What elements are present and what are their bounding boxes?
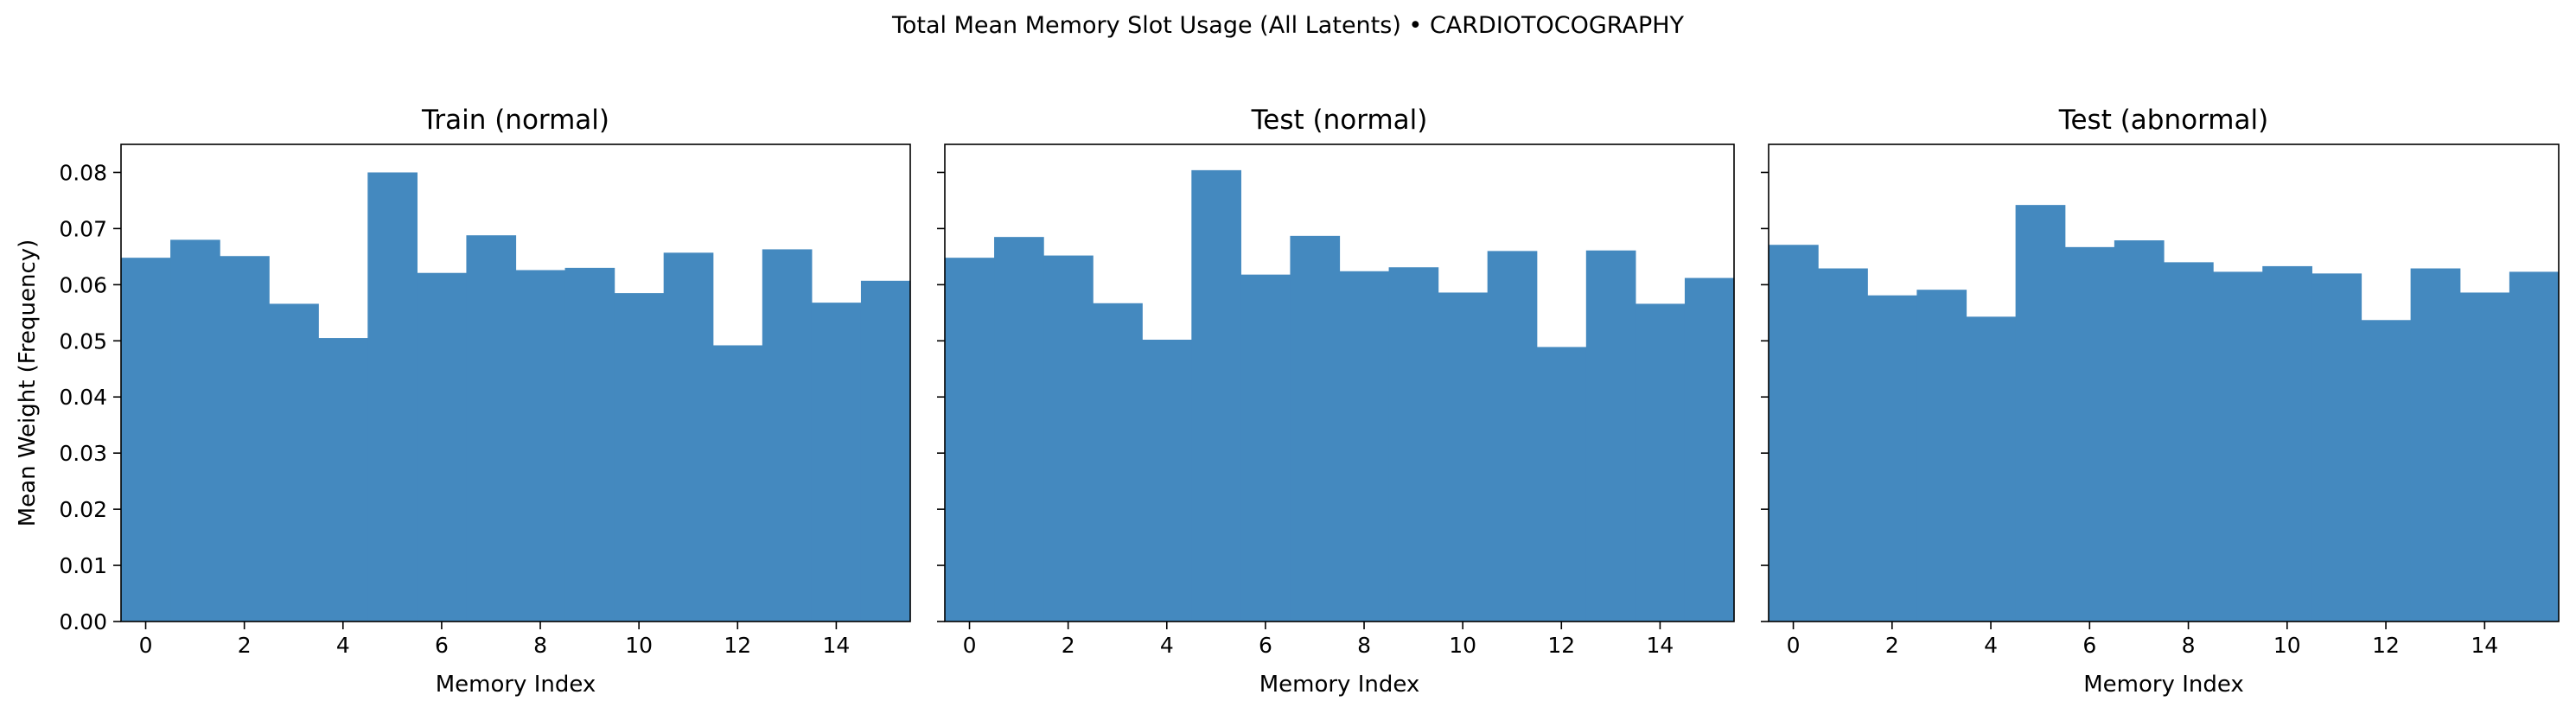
bar-memory-6 — [2064, 246, 2115, 622]
x-tick-label: 14 — [823, 633, 851, 658]
panel-title: Train (normal) — [421, 105, 609, 136]
x-tick-label: 6 — [435, 633, 449, 658]
bar-memory-5 — [1191, 169, 1241, 622]
bar-memory-15 — [2509, 271, 2560, 622]
bar-memory-7 — [1290, 235, 1341, 622]
x-tick-label: 0 — [963, 633, 977, 658]
axes-frame — [1768, 143, 2560, 622]
x-tick-label: 6 — [2082, 633, 2096, 658]
x-tick-label: 8 — [1357, 633, 1371, 658]
chart-panel-2: 0 2 4 6 8 10 12 14 Test (normal) Memory Index — [937, 105, 1735, 698]
bar-memory-11 — [2311, 273, 2362, 622]
y-tick-label: 0.06 — [59, 272, 107, 297]
bar-memory-13 — [762, 249, 813, 622]
x-tick-label: 10 — [1449, 633, 1476, 658]
bar-memory-4 — [318, 338, 368, 622]
bar-memory-1 — [1818, 268, 1868, 622]
bar-memory-1 — [994, 237, 1044, 622]
y-tick-label: 0.00 — [59, 609, 107, 634]
chart-panel-1: 0 2 4 6 8 10 12 14 0.00 0.01 0.02 0.03 0.04 0.05 0.06 0… — [15, 105, 911, 698]
x-tick-label: 10 — [625, 633, 653, 658]
bar-memory-2 — [1043, 255, 1094, 622]
y-tick-label: 0.03 — [59, 441, 107, 466]
x-axis-label: Memory Index — [1259, 672, 1420, 698]
y-tick-label: 0.01 — [59, 553, 107, 578]
x-tick-label: 12 — [2372, 633, 2400, 658]
bar-memory-2 — [220, 256, 270, 622]
bar-memory-1 — [170, 239, 220, 622]
bar-memory-15 — [1684, 277, 1735, 622]
bar-memory-7 — [466, 235, 517, 622]
x-tick-label: 8 — [533, 633, 547, 658]
bar-memory-9 — [564, 267, 615, 622]
bar-memory-0 — [945, 258, 995, 622]
bar-memory-0 — [121, 258, 171, 622]
x-tick-label: 12 — [724, 633, 751, 658]
bar-memory-10 — [2262, 265, 2312, 622]
bar-memory-9 — [2213, 271, 2263, 622]
bar-memory-5 — [367, 172, 418, 622]
bar-memory-0 — [1769, 245, 1819, 622]
bar-memory-13 — [2410, 268, 2461, 622]
x-tick-label: 2 — [238, 633, 252, 658]
axes-frame — [944, 143, 1735, 622]
x-axis-label: Memory Index — [2083, 672, 2244, 698]
bar-memory-5 — [2015, 205, 2066, 622]
bar-memory-12 — [1536, 347, 1587, 622]
y-tick-label: 0.08 — [59, 160, 107, 185]
x-tick-label: 12 — [1547, 633, 1575, 658]
bar-memory-11 — [663, 252, 714, 622]
bar-memory-14 — [811, 303, 862, 622]
y-axis-label: Mean Weight (Frequency) — [15, 239, 41, 527]
chart-panel-3: 0 2 4 6 8 10 12 14 Test (abnormal) Memory Index — [1761, 105, 2560, 698]
bar-memory-7 — [2114, 240, 2165, 622]
bar-memory-13 — [1585, 250, 1636, 622]
x-tick-label: 10 — [2273, 633, 2301, 658]
bar-memory-2 — [1867, 295, 1917, 622]
bar-memory-10 — [614, 293, 665, 622]
bar-memory-9 — [1388, 267, 1439, 622]
y-tick-label: 0.02 — [59, 497, 107, 522]
x-tick-label: 14 — [2471, 633, 2498, 658]
x-tick-label: 14 — [1647, 633, 1674, 658]
bar-memory-14 — [2459, 292, 2510, 622]
x-tick-label: 4 — [1984, 633, 1998, 658]
x-tick-label: 8 — [2182, 633, 2196, 658]
x-tick-label: 2 — [1885, 633, 1899, 658]
bar-memory-3 — [269, 303, 319, 622]
bar-memory-3 — [1093, 303, 1143, 622]
y-tick-label: 0.07 — [59, 216, 107, 241]
x-axis-label: Memory Index — [436, 672, 596, 698]
x-tick-label: 4 — [1160, 633, 1174, 658]
bar-memory-8 — [1339, 271, 1390, 622]
axes-frame — [120, 143, 911, 622]
bar-memory-11 — [1487, 251, 1538, 622]
bar-memory-8 — [2164, 262, 2214, 622]
bar-memory-12 — [712, 345, 763, 622]
bar-memory-8 — [515, 270, 566, 622]
bar-memory-6 — [417, 272, 468, 622]
x-tick-label: 2 — [1062, 633, 1075, 658]
y-tick-label: 0.05 — [59, 328, 107, 354]
x-tick-label: 0 — [139, 633, 153, 658]
x-tick-label: 0 — [1787, 633, 1801, 658]
panel-title: Test (normal) — [1251, 105, 1428, 136]
bar-memory-3 — [1916, 290, 1967, 622]
y-tick-label: 0.04 — [59, 385, 107, 410]
x-tick-label: 6 — [1259, 633, 1272, 658]
figure-title: Total Mean Memory Slot Usage (All Latent… — [891, 12, 1685, 39]
bar-memory-4 — [1966, 316, 2017, 622]
x-tick-label: 4 — [336, 633, 350, 658]
bar-memory-15 — [860, 280, 911, 622]
bar-memory-10 — [1438, 292, 1489, 622]
panel-title: Test (abnormal) — [2058, 105, 2268, 136]
bar-memory-12 — [2361, 320, 2412, 622]
bar-memory-14 — [1635, 303, 1686, 622]
bar-memory-6 — [1240, 274, 1291, 622]
bar-memory-4 — [1142, 339, 1192, 622]
